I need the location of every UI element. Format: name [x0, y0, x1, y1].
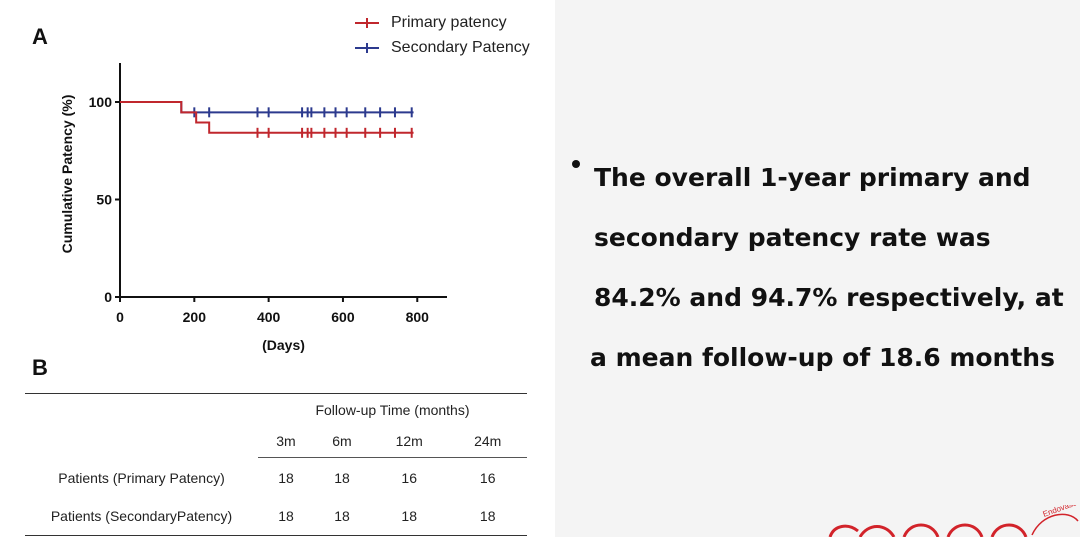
table-group-header: Follow-up Time (months) [315, 401, 470, 418]
kaplan-meier-chart: 0 200 400 600 800 0 50 100 (Days) Cumulative Pate… [59, 63, 447, 353]
x-tick-label: 600 [331, 309, 355, 325]
legend-label-primary: Primary patency [391, 14, 507, 31]
table-cell: 18 [278, 508, 294, 525]
table-row: Patients (Primary Patency) 18 18 16 16 [25, 458, 527, 498]
legend-swatch-secondary [355, 41, 379, 55]
x-tick-label: 400 [257, 309, 281, 325]
society-logo-icon: Endovascular [828, 505, 1080, 537]
table-col-header: 12m [370, 425, 449, 458]
x-tick-label: 0 [116, 309, 124, 325]
table-cell: 18 [278, 469, 294, 486]
x-tick-label: 800 [406, 309, 430, 325]
summary-line: secondary patency rate was [594, 223, 991, 252]
legend-label-secondary: Secondary Patency [391, 39, 530, 56]
table-cell: 18 [479, 508, 496, 525]
table-col-header: 24m [448, 425, 527, 458]
y-tick-label: 50 [96, 192, 112, 208]
table-cell: 18 [334, 469, 350, 486]
table-row-label: Patients (Primary Patency) [58, 469, 225, 486]
legend-swatch-primary [355, 16, 379, 30]
summary-line: a mean follow-up of 18.6 months [590, 343, 1055, 372]
figure-panel: A Primary patency Secondary Patency 0 200… [0, 0, 555, 537]
table-cell: 16 [401, 469, 417, 486]
table-group-header-row: Follow-up Time (months) [25, 393, 527, 426]
legend-entry-primary: Primary patency [355, 14, 507, 32]
table-cell: 16 [479, 469, 496, 486]
summary-line: 84.2% and 94.7% respectively, at [594, 283, 1064, 312]
y-axis-title: Cumulative Patency (%) [59, 95, 75, 254]
table-col-header: 3m [258, 425, 314, 458]
panel-a-label: A [32, 24, 48, 49]
summary-line: The overall 1-year primary and [594, 163, 1031, 192]
y-tick-label: 0 [104, 289, 112, 305]
patency-table: Follow-up Time (months) 3m 6m 12m 24m Pa… [25, 393, 527, 536]
panel-b-label: B [32, 355, 48, 380]
table-row-label: Patients (SecondaryPatency) [50, 508, 233, 525]
series-line-primary [120, 101, 414, 134]
table-cell: 18 [401, 508, 417, 525]
table-row: Patients (SecondaryPatency) 18 18 18 18 [25, 498, 527, 536]
series-line-secondary [120, 101, 414, 114]
x-axis-title: (Days) [262, 337, 305, 353]
table-col-header: 6m [314, 425, 370, 458]
legend-entry-secondary: Secondary Patency [355, 39, 530, 57]
y-tick-label: 100 [89, 94, 113, 110]
summary-text: The overall 1-year primary and secondary… [572, 148, 1072, 388]
bullet-icon [572, 160, 580, 168]
table-cell: 18 [334, 508, 350, 525]
society-logo: Endovascular [820, 505, 1080, 537]
x-tick-label: 200 [183, 309, 207, 325]
table-column-header-row: 3m 6m 12m 24m [25, 425, 527, 458]
